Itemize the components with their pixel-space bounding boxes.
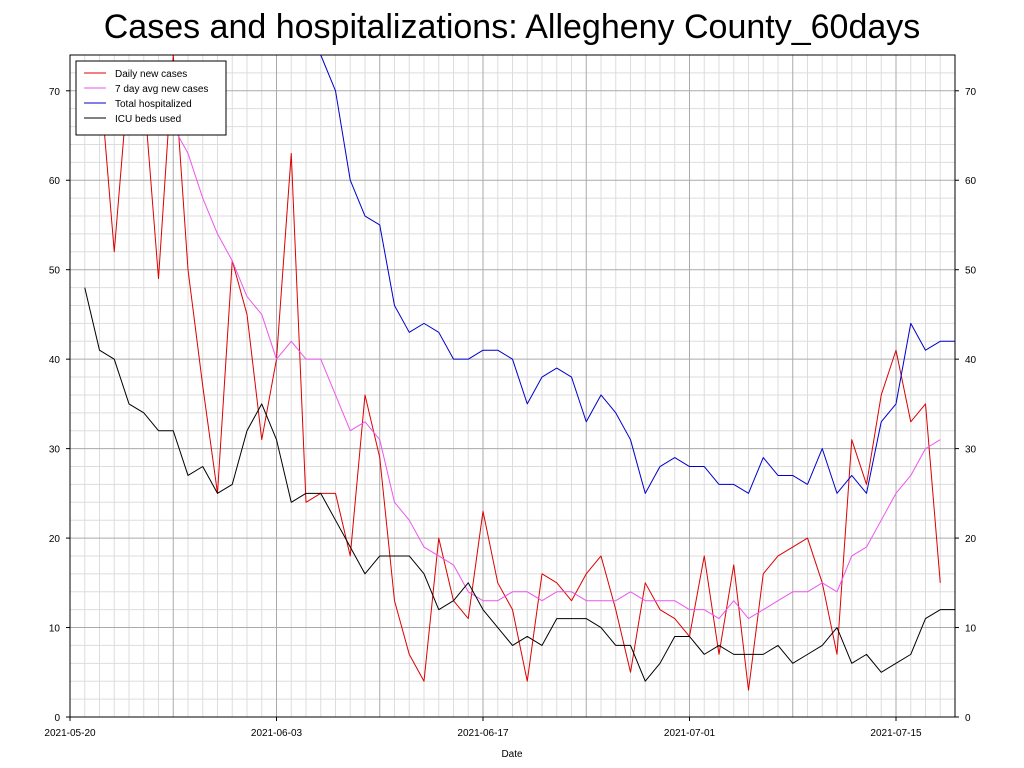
x-tick-label: 2021-07-01 (664, 728, 716, 739)
y-tick-label-left: 20 (49, 534, 61, 545)
y-tick-label-left: 30 (49, 445, 61, 456)
legend-label-icu-beds-used: ICU beds used (115, 114, 181, 125)
y-tick-label-left: 10 (49, 624, 61, 635)
y-tick-label-right: 60 (965, 176, 977, 187)
y-tick-label-left: 40 (49, 355, 61, 366)
y-tick-label-right: 20 (965, 534, 977, 545)
plot-frame (69, 54, 956, 718)
y-tick-label-right: 50 (965, 266, 977, 277)
x-axis-label: Date (501, 749, 523, 760)
legend-label-7-day-avg-new-cases: 7 day avg new cases (115, 84, 208, 95)
y-tick-label-right: 10 (965, 624, 977, 635)
legend-label-total-hospitalized: Total hospitalized (115, 99, 192, 110)
series-line-7-day-avg-new-cases (84, 63, 941, 620)
y-tick-label-left: 70 (49, 87, 61, 98)
series-line-icu-beds-used (84, 287, 955, 682)
legend: Daily new cases 7 day avg new cases Total … (75, 60, 227, 136)
y-tick-label-right: 70 (965, 87, 977, 98)
chart-title: Cases and hospitalizations: Allegheny Co… (103, 8, 921, 46)
y-tick-label-left: 50 (49, 266, 61, 277)
minor-grid (70, 54, 956, 717)
x-tick-label: 2021-07-15 (870, 728, 922, 739)
axis-ticks: 0 0 10 10 20 20 30 30 40 40 50 50 60 60 70 70 2021-05-20… (44, 87, 976, 739)
legend-label-daily-new-cases: Daily new cases (115, 69, 187, 80)
x-tick-label: 2021-05-20 (44, 728, 96, 739)
x-tick-label: 2021-06-17 (457, 728, 509, 739)
y-tick-label-right: 0 (965, 713, 971, 724)
y-tick-label-left: 0 (54, 713, 60, 724)
series-line-daily-new-cases (84, 54, 941, 691)
x-tick-label: 2021-06-03 (251, 728, 303, 739)
y-tick-label-right: 30 (965, 445, 977, 456)
y-tick-label-right: 40 (965, 355, 977, 366)
y-tick-label-left: 60 (49, 176, 61, 187)
